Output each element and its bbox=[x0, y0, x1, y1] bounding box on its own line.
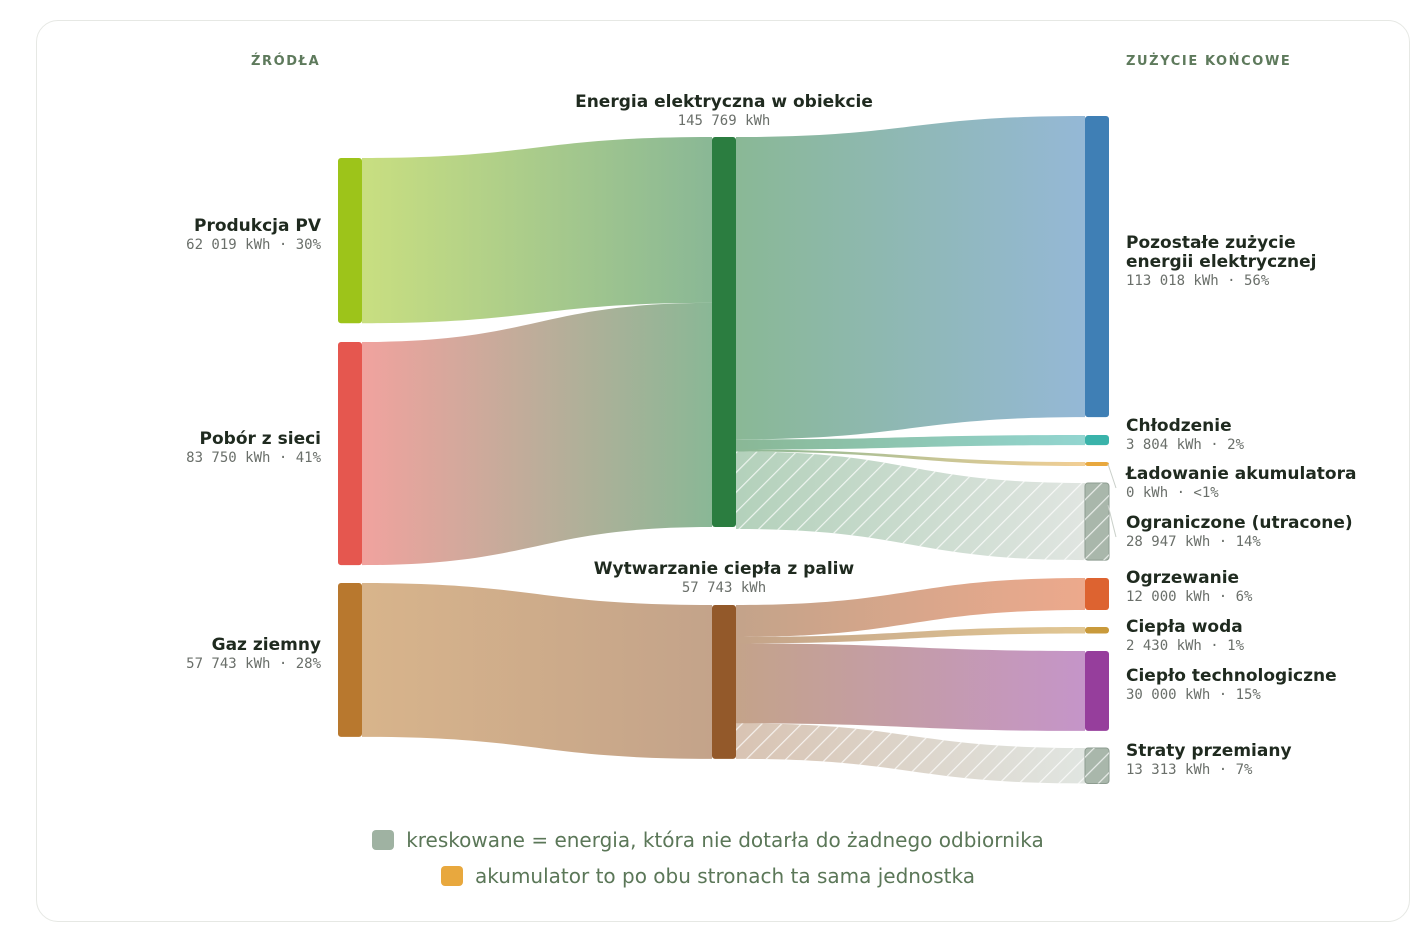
link-heatgen-heat bbox=[736, 578, 1085, 637]
end-use-header: ZUŻYCIE KOŃCOWE bbox=[1126, 54, 1292, 69]
node-elec bbox=[712, 137, 736, 527]
node-name: Produkcja PV bbox=[193, 216, 321, 236]
node-name: Ładowanie akumulatora bbox=[1126, 464, 1357, 484]
links bbox=[362, 116, 1085, 784]
node-name: Pobór z sieci bbox=[199, 429, 321, 449]
node-name: Energia elektryczna w obiekcie bbox=[575, 92, 873, 112]
node-heat bbox=[1085, 578, 1109, 610]
node-cool bbox=[1085, 435, 1109, 446]
label-heatgen: Wytwarzanie ciepła z paliw 57 743 kWh bbox=[524, 560, 924, 597]
label-dhw: Ciepła woda 2 430 kWh · 1% bbox=[1126, 618, 1244, 655]
node-value: 2 430 kWh · 1% bbox=[1126, 638, 1245, 654]
link-elec-other bbox=[736, 116, 1085, 440]
node-value: 57 743 kWh · 28% bbox=[186, 656, 321, 672]
legend-battery-text: akumulator to po obu stronach ta sama je… bbox=[475, 864, 975, 888]
legend-hatched-text: kreskowane = energia, która nie dotarła … bbox=[406, 828, 1044, 852]
link-hatch-loss bbox=[736, 723, 1085, 784]
legend-battery: akumulator to po obu stronach ta sama je… bbox=[0, 864, 1416, 888]
node-value: 3 804 kWh · 2% bbox=[1126, 437, 1245, 453]
link-grid-elec bbox=[362, 302, 712, 566]
legend-hatched: kreskowane = energia, która nie dotarła … bbox=[0, 828, 1416, 852]
node-value: 57 743 kWh bbox=[681, 580, 767, 596]
node-value: 13 313 kWh · 7% bbox=[1126, 762, 1253, 778]
label-leader bbox=[1107, 463, 1117, 489]
link-elec-batt bbox=[736, 449, 1085, 466]
node-other bbox=[1085, 116, 1109, 418]
link-gas-heatgen bbox=[362, 583, 712, 759]
node-hatch-curt bbox=[1085, 483, 1109, 561]
node-value: 12 000 kWh · 6% bbox=[1126, 589, 1253, 605]
label-leader bbox=[1107, 504, 1117, 538]
node-name: Ciepło technologiczne bbox=[1126, 666, 1337, 686]
node-hatch-loss bbox=[1085, 748, 1109, 784]
node-value: 28 947 kWh · 14% bbox=[1126, 534, 1261, 550]
label-other: Pozostałe zużycie energii elektrycznej 11… bbox=[1126, 234, 1366, 290]
node-heatgen bbox=[712, 605, 736, 759]
node-name: Gaz ziemny bbox=[211, 635, 321, 655]
link-pv-elec bbox=[362, 137, 712, 324]
node-proc bbox=[1085, 651, 1109, 731]
node-gas bbox=[338, 583, 362, 737]
node-value: 30 000 kWh · 15% bbox=[1126, 687, 1261, 703]
label-cool: Chłodzenie 3 804 kWh · 2% bbox=[1126, 417, 1244, 454]
node-value: 62 019 kWh · 30% bbox=[186, 237, 321, 253]
node-name: Straty przemiany bbox=[1126, 741, 1292, 761]
node-pv bbox=[338, 158, 362, 324]
link-heatgen-dhw bbox=[736, 627, 1085, 644]
node-value: 113 018 kWh · 56% bbox=[1126, 273, 1270, 289]
label-heat: Ogrzewanie 12 000 kWh · 6% bbox=[1126, 569, 1252, 606]
label-loss: Straty przemiany 13 313 kWh · 7% bbox=[1126, 742, 1292, 779]
node-grid bbox=[338, 342, 362, 566]
hatched-swatch-icon bbox=[372, 830, 395, 850]
label-grid: Pobór z sieci 83 750 kWh · 41% bbox=[186, 430, 321, 467]
node-dhw bbox=[1085, 627, 1109, 634]
node-value: 0 kWh · <1% bbox=[1126, 485, 1219, 501]
link-elec-cool bbox=[736, 435, 1085, 450]
label-gas: Gaz ziemny 57 743 kWh · 28% bbox=[186, 636, 321, 673]
label-batt: Ładowanie akumulatora 0 kWh · <1% bbox=[1126, 465, 1356, 502]
sources-header: ŹRÓDŁA bbox=[251, 54, 321, 69]
label-curt: Ograniczone (utracone) 28 947 kWh · 14% bbox=[1126, 514, 1353, 551]
node-name: Ogrzewanie bbox=[1126, 568, 1240, 588]
node-value: 83 750 kWh · 41% bbox=[186, 450, 321, 466]
label-proc: Ciepło technologiczne 30 000 kWh · 15% bbox=[1126, 667, 1337, 704]
node-name: Chłodzenie bbox=[1126, 416, 1232, 436]
label-pv: Produkcja PV 62 019 kWh · 30% bbox=[186, 217, 321, 254]
node-name: Pozostałe zużycie energii elektrycznej bbox=[1126, 233, 1317, 272]
link-heatgen-proc bbox=[736, 643, 1085, 731]
node-name: Ograniczone (utracone) bbox=[1126, 513, 1353, 533]
link-hatch-curt bbox=[736, 451, 1085, 561]
node-name: Wytwarzanie ciepła z paliw bbox=[593, 559, 855, 579]
node-batt bbox=[1085, 462, 1109, 466]
node-value: 145 769 kWh bbox=[677, 113, 771, 129]
node-name: Ciepła woda bbox=[1126, 617, 1243, 637]
battery-swatch-icon bbox=[441, 866, 464, 886]
nodes bbox=[338, 116, 1110, 784]
label-elec: Energia elektryczna w obiekcie 145 769 kW… bbox=[524, 93, 924, 130]
